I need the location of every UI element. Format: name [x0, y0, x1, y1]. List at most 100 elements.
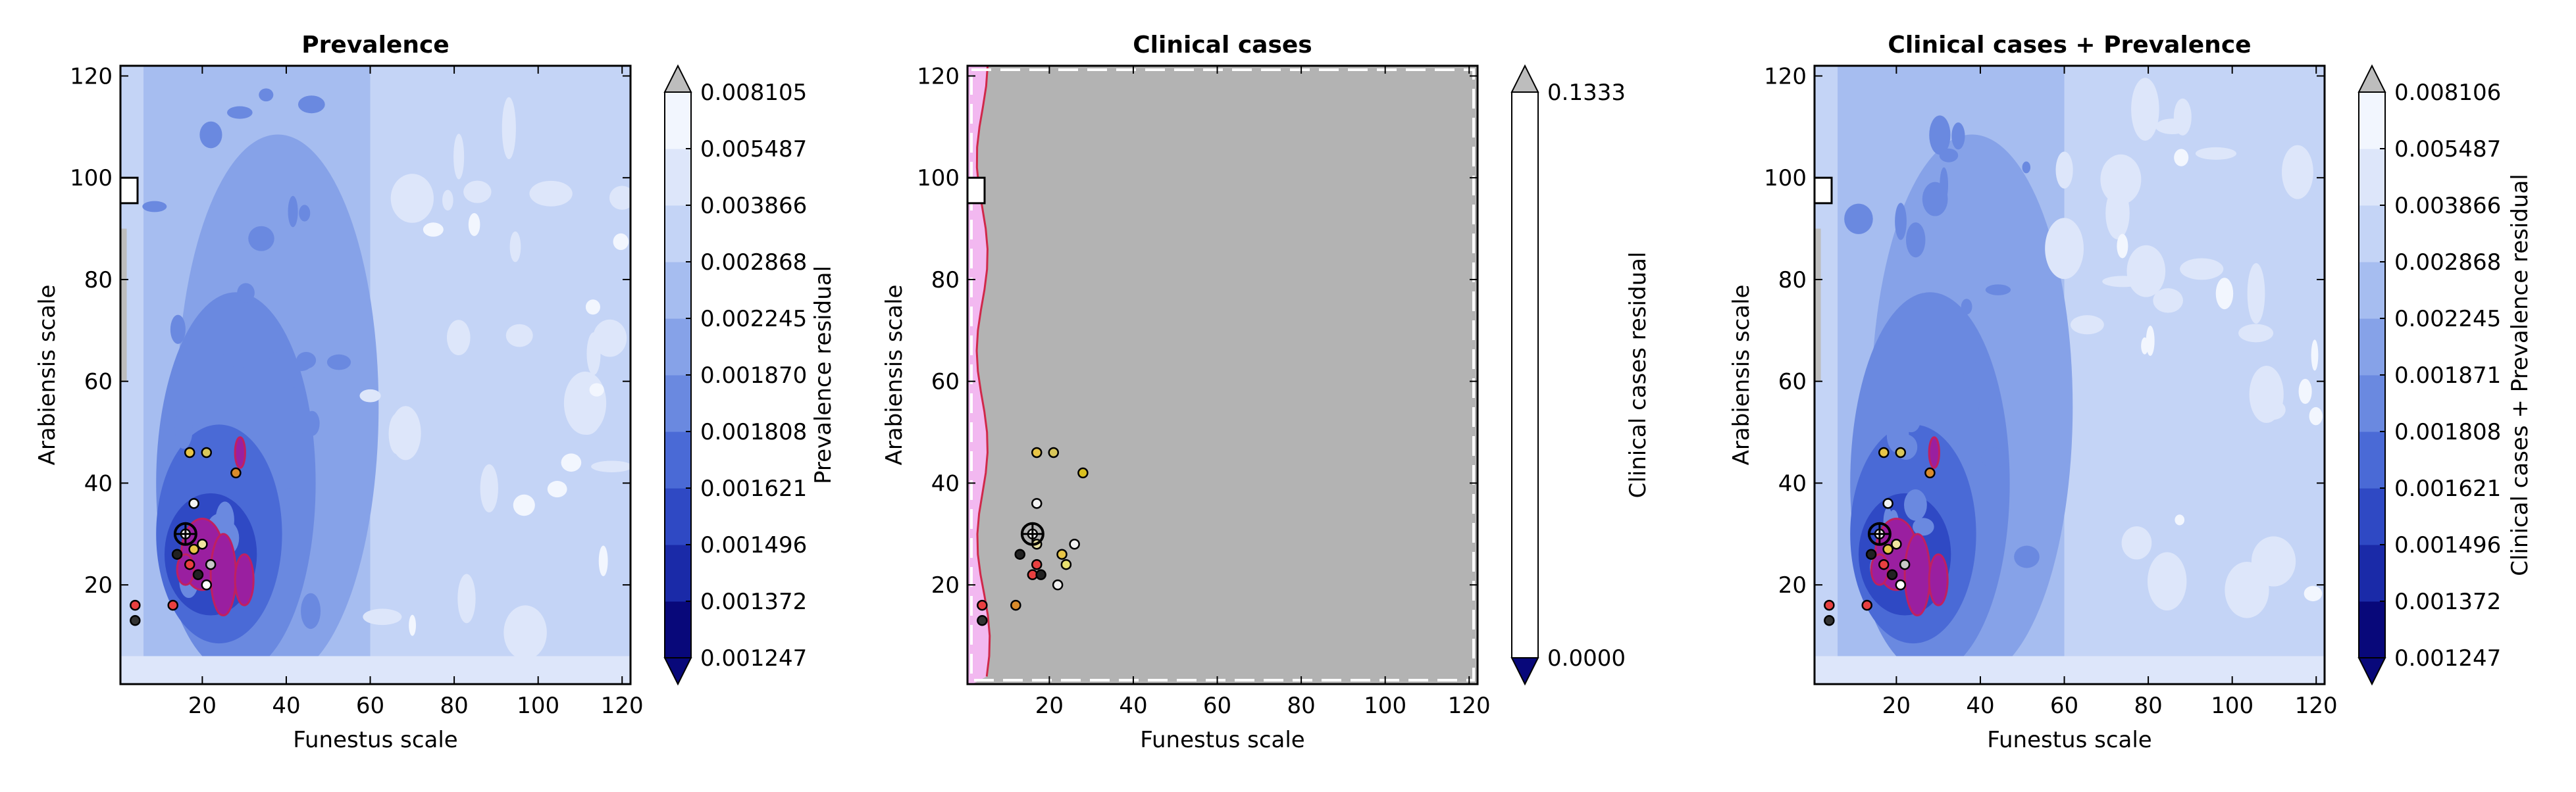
- colorbar-label: Prevalence residual: [810, 266, 837, 484]
- y-tick-label: 20: [931, 572, 960, 599]
- colorbar-tick-label: 0.002868: [2394, 249, 2501, 276]
- contour-patch: [1886, 417, 1909, 453]
- colorbar-tick-label: 0.001496: [2394, 532, 2501, 558]
- contour-patch: [2225, 562, 2269, 618]
- data-point: [1060, 558, 1072, 570]
- contour-patch: [1929, 115, 1951, 155]
- contour-patch: [2304, 585, 2323, 602]
- colorbar-segment: [665, 262, 691, 319]
- data-point: [1014, 549, 1025, 560]
- colorbar-segment: [2359, 149, 2385, 206]
- contour-patch: [2247, 263, 2265, 324]
- contour-patch: [2147, 552, 2187, 611]
- data-point: [1031, 498, 1043, 509]
- data-point: [167, 599, 178, 611]
- contour-patch: [589, 383, 604, 397]
- y-tick-label: 40: [931, 470, 960, 497]
- contour-patch: [2195, 147, 2237, 160]
- contour-patch: [199, 121, 222, 149]
- min-residual-region: [1928, 553, 1949, 606]
- contour-patch: [174, 409, 193, 449]
- data-point: [171, 549, 183, 560]
- plot-area: [967, 66, 1478, 684]
- edge-marker: [1815, 176, 1833, 205]
- contour-patch: [304, 410, 320, 436]
- colorbar-tick-label: 0.001871: [2394, 362, 2501, 389]
- contour-patch: [1913, 518, 1934, 536]
- contour-patch: [2045, 218, 2084, 280]
- contour-patch: [248, 226, 274, 251]
- x-tick-label: 80: [440, 693, 468, 719]
- chart-title: Clinical cases: [1133, 32, 1312, 59]
- contour-patch: [2298, 378, 2312, 405]
- contour-patch: [561, 453, 582, 472]
- y-tick-label: 80: [931, 267, 960, 293]
- contour-patch: [1939, 148, 1959, 162]
- colorbar-extend-low: [663, 657, 692, 686]
- colorbar-segment: [2359, 92, 2385, 149]
- contour-patch: [222, 335, 241, 368]
- contour-patch: [2117, 234, 2128, 259]
- x-tick-label: 100: [1364, 693, 1406, 719]
- colorbar-segment: [665, 318, 691, 376]
- chart-panel-1: 20 40 60 80 100 120 20 40 60 80 100 120 Prevalence Fu…: [34, 32, 837, 753]
- colorbar-extend-high: [2357, 64, 2386, 93]
- best-fit-cross: [174, 523, 196, 545]
- data-point: [205, 558, 217, 570]
- data-point: [1031, 447, 1043, 458]
- y-tick-label: 20: [84, 572, 113, 599]
- contour-patch: [453, 134, 465, 180]
- data-point: [1878, 447, 1890, 458]
- contour-patch: [592, 319, 627, 357]
- colorbar-tick-label: 0.002245: [2394, 306, 2501, 332]
- contour-patch: [502, 97, 516, 159]
- min-residual-region: [234, 436, 246, 469]
- y-tick-label: 80: [1778, 267, 1807, 293]
- x-tick-label: 80: [1287, 693, 1315, 719]
- contour-patch: [442, 189, 453, 211]
- contour-patch: [2131, 78, 2159, 141]
- contour-patch: [1940, 167, 1949, 203]
- data-point: [230, 467, 242, 479]
- y-tick-label: 40: [84, 470, 113, 497]
- data-point: [201, 579, 213, 591]
- data-point: [184, 447, 195, 458]
- contour-line: [975, 66, 991, 677]
- contour-patch: [2259, 399, 2286, 420]
- colorbar-extend-high: [1510, 64, 1539, 93]
- data-point: [1035, 569, 1046, 580]
- colorbar-segment: [665, 92, 691, 149]
- contour-patch: [301, 593, 321, 630]
- colorbar-label: Clinical cases residual: [1625, 252, 1651, 499]
- data-point: [201, 447, 213, 458]
- y-tick-label: 80: [84, 267, 113, 293]
- x-tick-label: 80: [2134, 693, 2162, 719]
- colorbar-tick-label: 0.003866: [2394, 193, 2501, 219]
- contour-patch: [299, 205, 311, 222]
- plot-area: [1815, 66, 2325, 684]
- x-axis-label: Funestus scale: [293, 727, 457, 753]
- contour-patch: [2174, 149, 2189, 166]
- contour-patch: [2282, 145, 2313, 199]
- colorbar-tick-label: 0.001247: [700, 645, 807, 672]
- colorbar-segment: [2359, 375, 2385, 432]
- x-tick-label: 60: [1203, 693, 1231, 719]
- y-tick-label: 40: [1778, 470, 1807, 497]
- contour-patch: [2215, 278, 2234, 310]
- data-point: [184, 558, 195, 570]
- colorbar-tick-label: 0.001808: [700, 419, 807, 445]
- data-point: [130, 615, 141, 626]
- data-point: [1031, 558, 1043, 570]
- contour-patch: [563, 371, 607, 435]
- contour-line: [970, 68, 1475, 681]
- chart-title: Clinical cases + Prevalence: [1888, 32, 2251, 59]
- data-point: [1861, 599, 1872, 611]
- colorbar-tick-label: 0.001372: [700, 589, 807, 615]
- contour-patch: [598, 545, 608, 577]
- data-point: [188, 498, 199, 509]
- contour-patch: [2311, 339, 2319, 371]
- x-tick-label: 100: [2211, 693, 2254, 719]
- x-axis-label: Funestus scale: [1987, 727, 2151, 753]
- contour-patch: [505, 324, 533, 347]
